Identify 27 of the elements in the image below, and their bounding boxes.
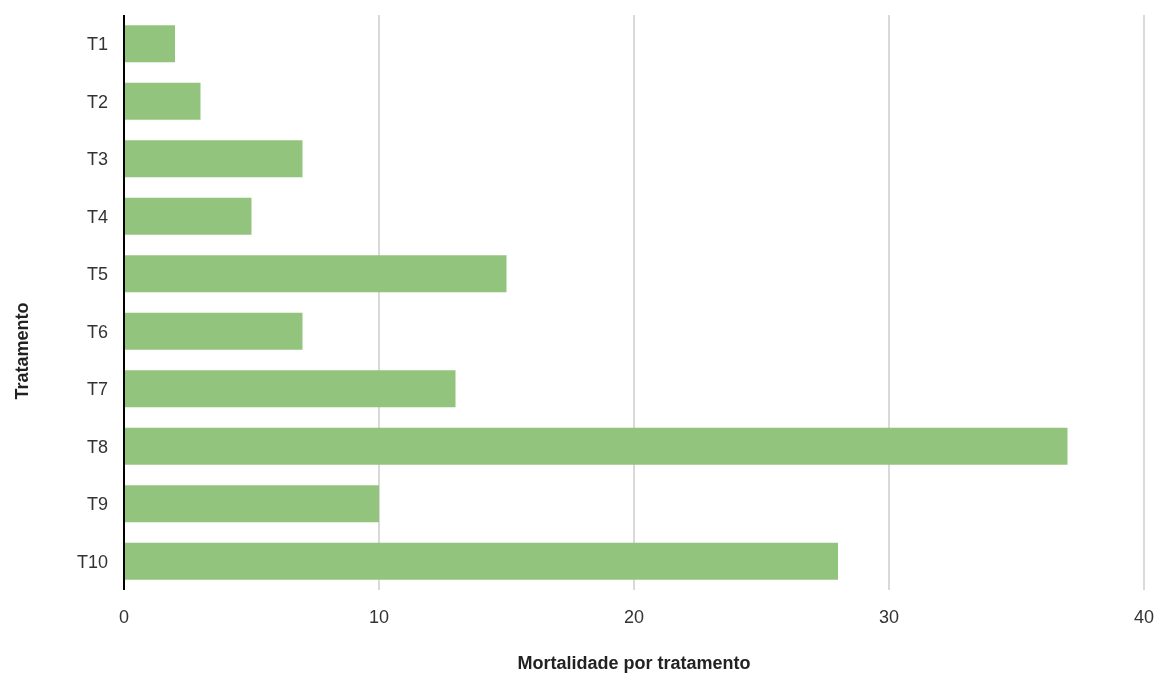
bar	[124, 370, 456, 408]
bar	[124, 140, 303, 178]
bar	[124, 427, 1068, 465]
x-tick-label: 30	[878, 606, 900, 627]
bar	[124, 485, 379, 523]
y-axis-title: Tratamento	[12, 302, 33, 400]
bar	[124, 197, 252, 235]
x-tick-label: 10	[368, 606, 390, 627]
bar	[124, 312, 303, 350]
bar	[124, 82, 201, 120]
x-axis-title: Mortalidade por tratamento	[517, 652, 751, 673]
y-tick-label: T6	[86, 321, 108, 342]
y-tick-label: T4	[86, 206, 108, 227]
y-tick-label: T9	[86, 494, 108, 515]
bar	[124, 25, 175, 63]
y-tick-label: T5	[86, 264, 108, 285]
bar	[124, 255, 507, 293]
x-tick-label: 0	[118, 606, 130, 627]
x-tick-label: 40	[1133, 606, 1155, 627]
y-tick-label: T7	[86, 379, 108, 400]
x-tick-label: 20	[623, 606, 645, 627]
y-tick-label: T8	[86, 436, 108, 457]
y-tick-label: T2	[86, 91, 108, 112]
y-tick-label: T3	[86, 149, 108, 170]
y-tick-label: T1	[86, 34, 108, 55]
y-tick-label: T10	[76, 551, 108, 572]
bar	[124, 542, 838, 580]
